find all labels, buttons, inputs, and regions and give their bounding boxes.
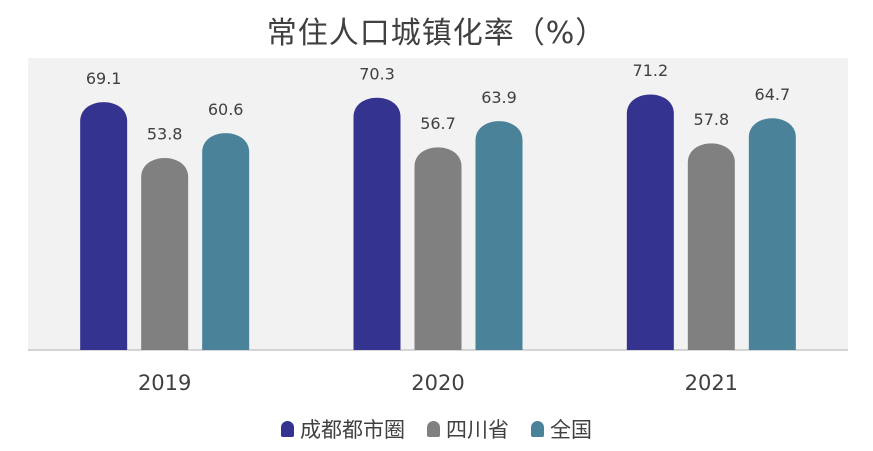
value-label-2020-2: 63.9 (481, 88, 517, 107)
legend-item-2: 全国 (531, 414, 592, 444)
bar-2020-2 (475, 121, 523, 350)
bars-group (80, 94, 796, 351)
legend-item-1: 四川省 (427, 414, 509, 444)
legend-label-1: 四川省 (446, 418, 509, 442)
bar-2019-2 (202, 133, 250, 350)
value-label-2021-0: 71.2 (633, 61, 669, 80)
legend-label-0: 成都都市圈 (300, 418, 405, 442)
bar-2021-0 (626, 94, 674, 351)
bar-2020-1 (414, 147, 462, 350)
value-label-2019-0: 69.1 (86, 69, 122, 88)
chart-title: 常住人口城镇化率（%） (266, 16, 607, 51)
value-labels-group: 69.1 53.8 60.6 70.3 56.7 63.9 71.2 57.8 64.7 (86, 61, 790, 144)
bar-2019-1 (141, 158, 189, 350)
bar-2021-2 (748, 118, 796, 350)
category-label-2019: 2019 (138, 371, 191, 395)
value-label-2020-0: 70.3 (359, 64, 395, 83)
value-label-2021-2: 64.7 (755, 85, 791, 104)
legend-item-0: 成都都市圈 (281, 414, 405, 444)
value-label-2021-1: 57.8 (694, 110, 730, 129)
legend: 成都都市圈 四川省 全国 (0, 414, 873, 444)
category-label-2020: 2020 (411, 371, 464, 395)
legend-swatch-2 (531, 421, 544, 437)
legend-swatch-1 (427, 421, 440, 437)
bar-2019-0 (80, 102, 128, 350)
value-label-2019-1: 53.8 (147, 125, 183, 144)
category-labels-group: 2019 2020 2021 (138, 371, 738, 395)
legend-swatch-0 (281, 421, 294, 437)
category-label-2021: 2021 (685, 371, 738, 395)
bar-2021-1 (687, 143, 735, 350)
value-label-2020-1: 56.7 (420, 114, 456, 133)
value-label-2019-2: 60.6 (208, 100, 244, 119)
bar-2020-0 (353, 97, 401, 350)
legend-label-2: 全国 (550, 418, 592, 442)
